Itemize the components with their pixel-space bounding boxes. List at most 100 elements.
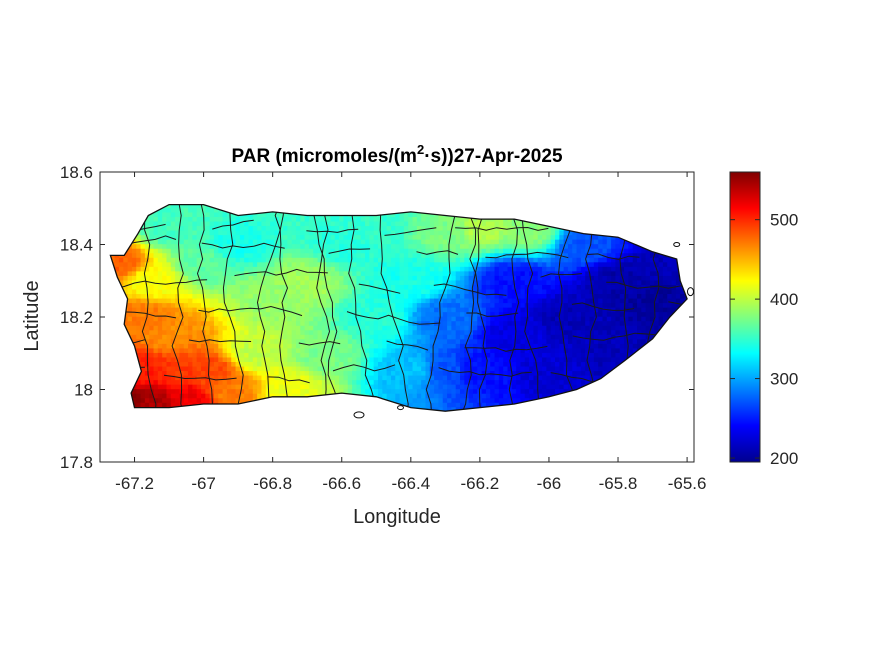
heat-cell <box>218 211 224 218</box>
heat-cell <box>429 275 435 281</box>
heat-cell <box>213 388 219 394</box>
heat-cell <box>542 347 547 353</box>
heat-cell <box>408 279 414 285</box>
heat-cell <box>175 302 181 308</box>
heat-cell <box>494 311 500 317</box>
heat-cell <box>196 347 202 353</box>
heat-cell <box>278 347 284 353</box>
heat-cell <box>369 325 375 331</box>
heat-cell <box>283 325 288 331</box>
heat-cell <box>390 261 396 267</box>
heat-cell <box>352 302 358 308</box>
heat-cell <box>166 320 172 326</box>
heat-cell <box>201 248 206 254</box>
heat-cell <box>157 347 163 353</box>
heat-cell <box>170 338 176 344</box>
heat-cell <box>205 248 211 254</box>
heat-cell <box>434 266 440 272</box>
heat-cell <box>516 302 522 308</box>
heat-cell <box>166 356 172 363</box>
heat-cell <box>192 211 198 218</box>
heat-cell <box>326 311 332 317</box>
heat-cell <box>408 388 414 394</box>
heat-cell <box>334 284 340 290</box>
heat-cell <box>524 239 530 245</box>
heat-cell <box>295 293 301 299</box>
heat-cell <box>244 384 250 390</box>
heat-cell <box>378 338 383 344</box>
heat-cell <box>386 388 392 394</box>
heat-cell <box>287 297 293 304</box>
heat-cell <box>300 375 306 381</box>
heat-cell <box>347 338 353 344</box>
heat-cell <box>365 252 370 258</box>
heat-cell <box>326 284 332 290</box>
heat-cell <box>304 220 310 227</box>
heat-cell <box>239 329 245 335</box>
heat-cell <box>170 384 176 390</box>
heat-cell <box>425 361 431 367</box>
heat-cell <box>412 325 418 331</box>
heat-cell <box>205 220 211 227</box>
heat-cell <box>270 239 275 245</box>
heat-cell <box>438 338 444 344</box>
heat-cell <box>408 266 414 272</box>
heat-cell <box>498 320 504 326</box>
heat-cell <box>201 311 206 317</box>
heat-cell <box>416 347 422 353</box>
heat-cell <box>270 275 275 281</box>
heat-cell <box>321 347 327 353</box>
heat-cell <box>153 361 159 367</box>
heat-cell <box>166 388 172 394</box>
heat-cell <box>295 361 301 367</box>
heat-cell <box>472 361 478 367</box>
heat-cell <box>343 361 349 367</box>
heat-cell <box>196 302 202 308</box>
heat-cell <box>416 365 422 372</box>
heat-cell <box>395 325 401 331</box>
heat-cell <box>321 370 327 376</box>
heat-cell <box>356 307 362 313</box>
heat-cell <box>209 248 215 254</box>
heat-cell <box>390 311 396 317</box>
heat-cell <box>373 220 379 227</box>
heat-cell <box>373 270 379 276</box>
heat-cell <box>442 334 448 340</box>
heat-cell <box>175 343 181 349</box>
heat-cell <box>287 343 293 349</box>
heat-cell <box>140 334 146 340</box>
heat-cell <box>434 307 440 313</box>
heat-cell <box>213 347 219 353</box>
heat-cell <box>213 302 219 308</box>
heat-cell <box>520 397 526 403</box>
heat-cell <box>270 302 275 308</box>
heat-cell <box>343 297 349 304</box>
heat-cell <box>162 279 168 285</box>
heat-cell <box>144 384 150 390</box>
heat-cell <box>183 230 189 236</box>
heat-cell <box>382 297 388 304</box>
heat-cell <box>503 370 509 376</box>
heat-cell <box>170 220 176 227</box>
heat-cell <box>153 325 159 331</box>
heat-cell <box>222 225 228 231</box>
heat-cell <box>144 393 150 399</box>
heat-cell <box>140 302 146 308</box>
heat-cell <box>546 230 552 236</box>
heat-cell <box>347 379 353 385</box>
heat-cell <box>274 361 280 367</box>
heat-cell <box>455 261 461 267</box>
heat-cell <box>209 370 215 376</box>
heat-cell <box>382 384 388 390</box>
heat-cell <box>295 384 301 390</box>
heat-cell <box>438 261 444 267</box>
heat-cell <box>270 361 275 367</box>
heat-cell <box>235 325 241 331</box>
heat-cell <box>222 316 228 322</box>
heat-cell <box>416 325 422 331</box>
heat-cell <box>442 338 448 344</box>
heat-cell <box>447 365 452 372</box>
heat-cell <box>265 370 271 376</box>
heat-cell <box>403 397 409 403</box>
heat-cell <box>386 225 392 231</box>
